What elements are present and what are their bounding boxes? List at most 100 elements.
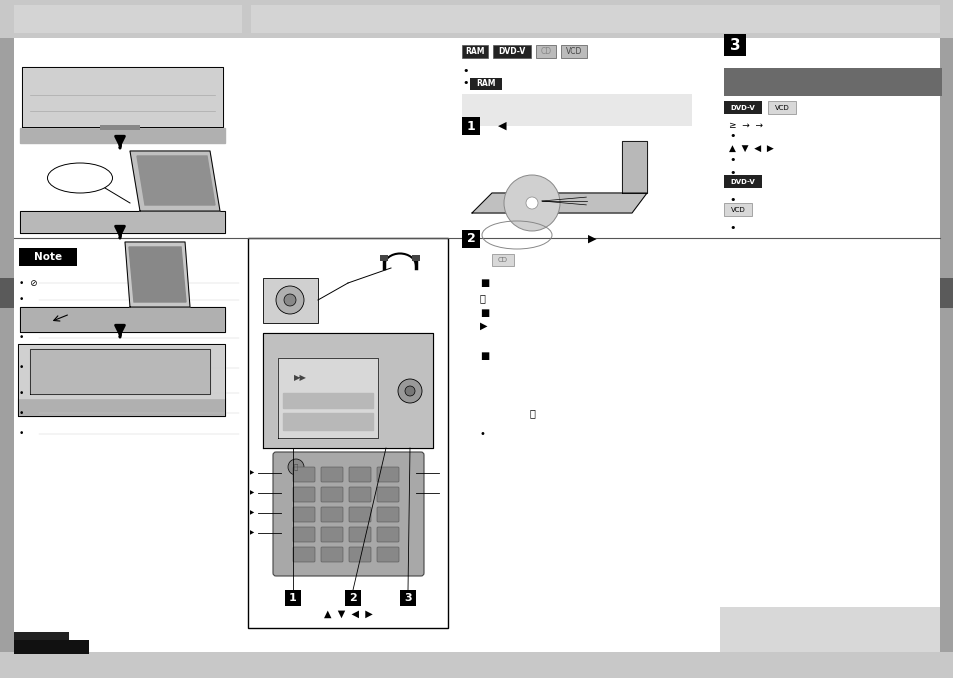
Text: ▶▶: ▶▶ (294, 374, 306, 382)
Polygon shape (20, 307, 225, 332)
FancyBboxPatch shape (273, 452, 423, 576)
Text: 3: 3 (404, 593, 412, 603)
FancyBboxPatch shape (293, 507, 314, 522)
Text: ▶: ▶ (250, 511, 253, 515)
Circle shape (284, 294, 295, 306)
Text: 2: 2 (349, 593, 356, 603)
Bar (461, 117, 479, 135)
Bar (14, 632, 69, 652)
FancyBboxPatch shape (376, 507, 398, 522)
Text: •: • (728, 195, 735, 205)
Polygon shape (621, 141, 646, 193)
Bar (345, 590, 360, 606)
Polygon shape (18, 344, 225, 398)
Bar (19, 248, 77, 266)
Text: •: • (19, 363, 25, 372)
Bar (493, 45, 531, 58)
Circle shape (405, 386, 415, 396)
Text: ▲  ▼  ◀  ▶: ▲ ▼ ◀ ▶ (728, 144, 773, 153)
Text: DVD-V: DVD-V (730, 178, 755, 184)
FancyBboxPatch shape (293, 467, 314, 482)
Text: ▶: ▶ (250, 530, 253, 536)
Text: CD: CD (497, 257, 507, 263)
Bar (461, 94, 691, 126)
Polygon shape (129, 247, 186, 302)
Polygon shape (30, 349, 210, 394)
Bar (767, 101, 795, 114)
Text: 2: 2 (466, 233, 475, 245)
Bar (0, 278, 14, 308)
Text: 1: 1 (289, 593, 296, 603)
Circle shape (397, 379, 421, 403)
Text: VCD: VCD (774, 104, 788, 111)
Text: CD: CD (539, 47, 551, 56)
Circle shape (525, 197, 537, 209)
Polygon shape (18, 398, 225, 416)
Bar (560, 45, 586, 58)
FancyBboxPatch shape (376, 467, 398, 482)
Bar (14, 5, 242, 33)
Circle shape (275, 286, 304, 314)
Bar (248, 238, 448, 628)
Text: 1: 1 (466, 119, 475, 132)
Bar (379, 255, 388, 261)
Text: •  ⊘: • ⊘ (19, 279, 37, 287)
Bar (412, 255, 419, 261)
FancyBboxPatch shape (293, 547, 314, 562)
Polygon shape (22, 67, 223, 127)
Text: DVD-V: DVD-V (497, 47, 525, 56)
Text: 3: 3 (729, 37, 740, 52)
Text: RAM: RAM (476, 79, 496, 89)
FancyBboxPatch shape (320, 487, 343, 502)
Polygon shape (125, 242, 190, 307)
Polygon shape (283, 393, 373, 408)
Text: •: • (728, 223, 735, 233)
Polygon shape (20, 128, 225, 143)
Text: •: • (479, 429, 485, 439)
Ellipse shape (48, 163, 112, 193)
Text: •: • (19, 334, 25, 342)
FancyBboxPatch shape (376, 547, 398, 562)
Text: •: • (728, 168, 735, 178)
Text: DVD-V: DVD-V (730, 104, 755, 111)
Circle shape (288, 459, 304, 475)
FancyBboxPatch shape (376, 487, 398, 502)
Bar (251, 5, 939, 33)
Polygon shape (130, 151, 220, 211)
Bar (470, 78, 501, 90)
Bar (461, 45, 488, 58)
Text: ⏸: ⏸ (479, 293, 485, 303)
Text: ▶: ▶ (479, 321, 487, 331)
Text: RAM: RAM (465, 47, 484, 56)
Text: ■: ■ (479, 278, 489, 288)
Bar (939, 38, 953, 652)
Text: ⏻: ⏻ (294, 464, 297, 471)
Bar (536, 45, 556, 58)
Text: ≥  →  →: ≥ → → (728, 121, 762, 129)
Text: •: • (19, 296, 25, 304)
Bar (285, 590, 301, 606)
FancyBboxPatch shape (293, 527, 314, 542)
Bar (0, 38, 14, 652)
Text: •: • (461, 66, 468, 76)
Text: •: • (19, 388, 25, 397)
Text: VCD: VCD (565, 47, 581, 56)
Bar (0, 0, 953, 38)
Text: •: • (728, 155, 735, 165)
Text: •: • (461, 78, 468, 88)
Text: Note: Note (34, 252, 62, 262)
Text: •: • (728, 131, 735, 141)
FancyBboxPatch shape (349, 467, 371, 482)
Bar (939, 278, 953, 308)
FancyBboxPatch shape (320, 507, 343, 522)
Bar (723, 203, 751, 216)
Polygon shape (277, 358, 377, 438)
FancyBboxPatch shape (349, 547, 371, 562)
Bar (723, 34, 745, 56)
Polygon shape (137, 156, 214, 205)
Bar (720, 607, 939, 652)
Text: ■: ■ (479, 351, 489, 361)
Text: ▶: ▶ (250, 490, 253, 496)
Text: ▶: ▶ (250, 471, 253, 475)
Text: ■: ■ (479, 308, 489, 318)
